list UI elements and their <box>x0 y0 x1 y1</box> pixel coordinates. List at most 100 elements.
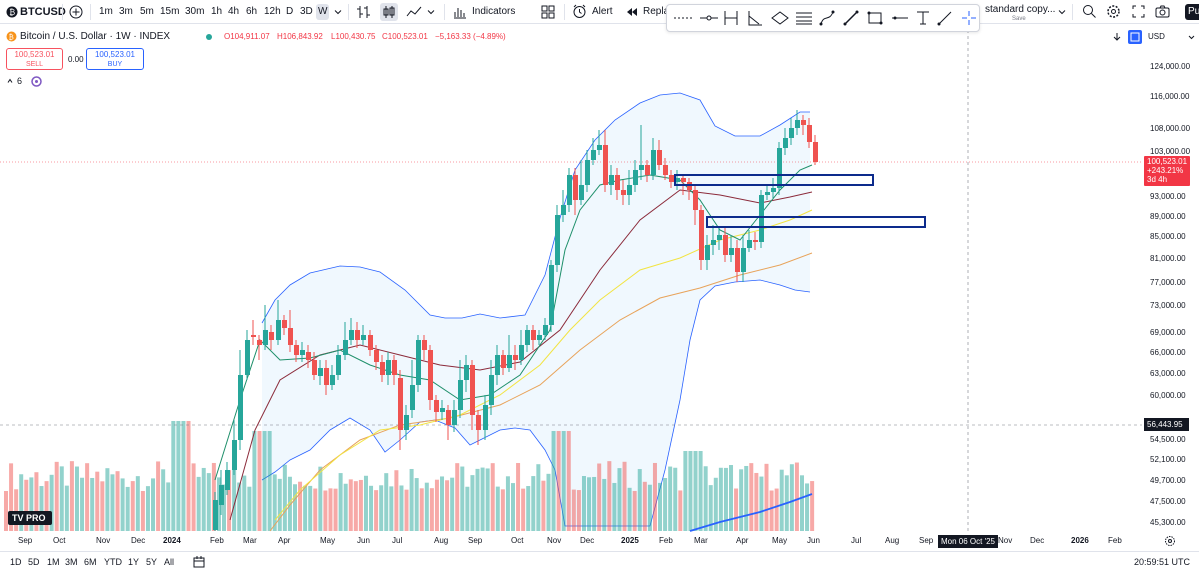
range-1d[interactable]: 1D <box>10 557 22 567</box>
curve-tool-icon[interactable] <box>819 10 835 26</box>
indicators-icon[interactable] <box>453 5 467 19</box>
candles-chart-type-icon[interactable] <box>380 3 398 21</box>
range-ytd[interactable]: YTD <box>104 557 122 567</box>
candle-body <box>343 340 348 355</box>
scale-down-arrow-icon[interactable] <box>1112 32 1122 42</box>
interval-4h[interactable]: 4h <box>228 6 240 17</box>
interval-3m[interactable]: 3m <box>119 6 133 17</box>
volume-bar <box>414 478 419 531</box>
templates-grid-icon[interactable] <box>541 5 555 19</box>
interval-1h[interactable]: 1h <box>211 6 223 17</box>
volume-moving-average <box>689 493 813 532</box>
quick-search-icon[interactable] <box>1082 4 1097 19</box>
chart-canvas[interactable] <box>0 0 1142 534</box>
range-1m[interactable]: 1M <box>47 557 60 567</box>
market-status-dot-icon <box>206 34 212 40</box>
layout-name[interactable]: standard copy... <box>985 4 1056 15</box>
shape-ellipse-icon[interactable] <box>771 11 789 25</box>
volume-bar <box>663 478 668 531</box>
volume-bar <box>343 483 348 531</box>
alert-clock-icon[interactable] <box>572 4 587 19</box>
interval-1m[interactable]: 1m <box>99 6 113 17</box>
trend-line-icon[interactable] <box>843 10 859 26</box>
interval-12h[interactable]: 12h <box>264 6 281 17</box>
text-tool-icon[interactable] <box>915 10 931 26</box>
fib-lines-icon[interactable] <box>795 11 813 25</box>
time-tick-label: 2024 <box>163 536 181 545</box>
crosshair-icon[interactable] <box>961 10 977 26</box>
interval-W[interactable]: W <box>316 4 330 20</box>
volume-bar <box>257 431 262 531</box>
utc-clock[interactable]: 20:59:51 UTC <box>1134 557 1191 567</box>
date-range-calendar-icon[interactable] <box>193 555 205 568</box>
rectangle-tool-icon[interactable] <box>867 10 883 26</box>
range-all[interactable]: All <box>164 557 175 567</box>
svg-text:₿: ₿ <box>9 34 14 42</box>
candle-body <box>312 360 317 375</box>
interval-3D[interactable]: 3D <box>300 6 313 17</box>
candle-body <box>615 175 620 190</box>
range-6m[interactable]: 6M <box>84 557 97 567</box>
alert-button[interactable]: Alert <box>592 6 613 17</box>
volume-bar <box>617 468 622 531</box>
angle-tool-icon[interactable] <box>747 10 763 26</box>
candle-body <box>591 150 596 160</box>
volume-bar <box>612 482 617 531</box>
time-tick-label: Sep <box>919 536 934 545</box>
chevron-down-icon[interactable] <box>334 8 342 16</box>
settings-gear-icon[interactable] <box>1106 4 1121 19</box>
publish-button[interactable]: Pu <box>1185 4 1199 20</box>
volume-bar <box>627 487 632 531</box>
ray-tool-icon[interactable] <box>937 10 953 26</box>
spread-value: 0.00 <box>68 55 84 64</box>
candle-body <box>225 470 230 490</box>
price-scale[interactable]: USD 124,000.00 116,000.00 108,000.00 103,00… <box>1113 28 1199 533</box>
time-tick-label: Apr <box>278 536 291 545</box>
tradingview-logo[interactable]: TV PRO <box>8 511 52 525</box>
currency-selector[interactable]: USD <box>1148 32 1165 41</box>
legend-title[interactable]: Bitcoin / U.S. Dollar · 1W · INDEX <box>20 31 171 42</box>
sell-price: 100,523.01 <box>14 50 55 59</box>
range-3m[interactable]: 3M <box>65 557 78 567</box>
save-label[interactable]: Save <box>1012 16 1026 22</box>
fullscreen-icon[interactable] <box>1132 5 1145 18</box>
range-5d[interactable]: 5D <box>28 557 40 567</box>
add-symbol-icon[interactable] <box>69 5 83 19</box>
volume-bar <box>282 464 287 531</box>
drag-handle-icon[interactable] <box>673 13 693 23</box>
chevron-down-icon[interactable] <box>1188 34 1195 41</box>
line-chart-type-icon[interactable] <box>406 5 422 19</box>
chevron-down-icon[interactable] <box>1058 8 1066 16</box>
sell-button[interactable]: 100,523.01 SELL <box>6 48 63 70</box>
replay-icon[interactable] <box>626 6 638 18</box>
volume-bar <box>521 488 526 531</box>
volume-bar <box>34 472 39 531</box>
collapse-indicators-icon[interactable] <box>6 77 14 85</box>
indicator-status-icon[interactable] <box>31 76 42 87</box>
interval-D[interactable]: D <box>286 6 294 17</box>
indicators-button[interactable]: Indicators <box>472 6 516 17</box>
interval-5m[interactable]: 5m <box>140 6 154 17</box>
chevron-down-icon[interactable] <box>427 8 435 16</box>
compare-icon[interactable] <box>1128 30 1142 44</box>
replay-button[interactable]: Repla <box>643 6 670 17</box>
camera-icon[interactable] <box>1155 5 1170 18</box>
range-5y[interactable]: 5Y <box>146 557 158 567</box>
candle-body <box>416 340 421 385</box>
horizontal-line-icon[interactable] <box>699 11 719 25</box>
interval-15m[interactable]: 15m <box>160 6 180 17</box>
buy-button[interactable]: 100,523.01 BUY <box>86 48 144 70</box>
volume-bar <box>252 431 257 531</box>
time-axis[interactable]: Sep Oct Nov Dec 2024 Feb Mar Apr May Jun Jul Aug Sep… <box>0 534 1142 548</box>
time-axis-settings-icon[interactable] <box>1164 535 1176 547</box>
interval-30m[interactable]: 30m <box>185 6 205 17</box>
interval-6h[interactable]: 6h <box>246 6 258 17</box>
symbol-search[interactable]: BTCUSD <box>20 6 66 18</box>
horizontal-ray-icon[interactable] <box>891 11 909 25</box>
volume-bar <box>729 465 734 531</box>
range-1y[interactable]: 1Y <box>128 557 140 567</box>
volume-bar <box>14 489 19 531</box>
bar-chart-type-icon[interactable] <box>356 5 372 19</box>
vertical-range-icon[interactable] <box>723 10 739 26</box>
indicator-count[interactable]: 6 <box>17 76 23 86</box>
